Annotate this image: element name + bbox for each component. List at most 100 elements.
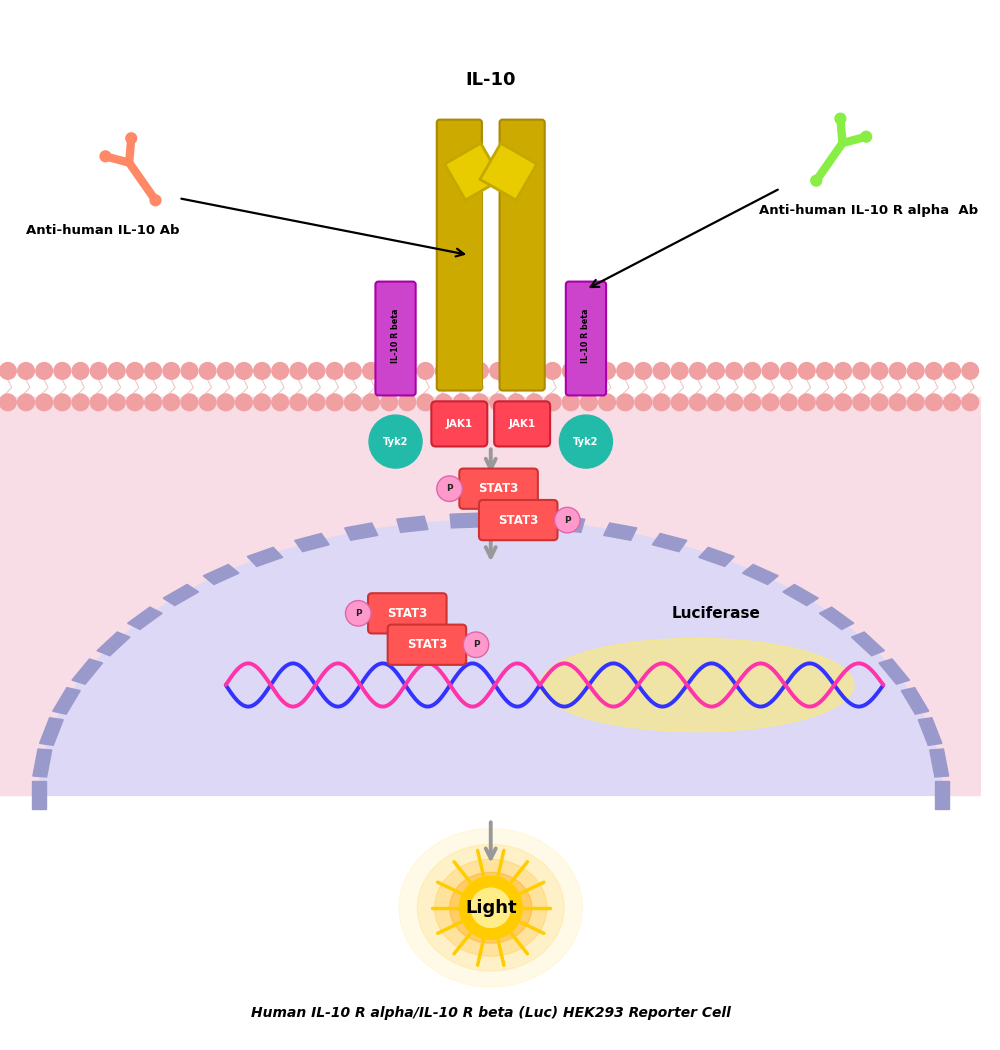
Polygon shape bbox=[32, 781, 46, 809]
Circle shape bbox=[345, 394, 361, 411]
Circle shape bbox=[127, 394, 143, 411]
Ellipse shape bbox=[540, 638, 854, 732]
Polygon shape bbox=[397, 517, 428, 532]
Circle shape bbox=[780, 394, 797, 411]
Circle shape bbox=[671, 362, 688, 379]
Circle shape bbox=[163, 362, 180, 379]
Circle shape bbox=[471, 888, 510, 927]
Circle shape bbox=[544, 362, 561, 379]
Circle shape bbox=[437, 476, 462, 502]
Circle shape bbox=[635, 394, 652, 411]
Circle shape bbox=[490, 362, 506, 379]
Circle shape bbox=[544, 394, 561, 411]
FancyBboxPatch shape bbox=[431, 401, 487, 446]
Text: P: P bbox=[564, 516, 571, 525]
Text: STAT3: STAT3 bbox=[407, 638, 447, 651]
Polygon shape bbox=[743, 565, 778, 585]
Circle shape bbox=[871, 362, 888, 379]
Text: Tyk2: Tyk2 bbox=[573, 437, 599, 446]
Circle shape bbox=[907, 362, 924, 379]
Circle shape bbox=[54, 394, 71, 411]
Circle shape bbox=[435, 394, 452, 411]
Circle shape bbox=[490, 394, 506, 411]
Polygon shape bbox=[450, 513, 479, 528]
Circle shape bbox=[581, 394, 597, 411]
Polygon shape bbox=[203, 565, 239, 585]
Circle shape bbox=[817, 394, 833, 411]
Circle shape bbox=[145, 362, 161, 379]
Circle shape bbox=[472, 394, 488, 411]
Text: P: P bbox=[355, 609, 362, 617]
Circle shape bbox=[508, 362, 525, 379]
Circle shape bbox=[689, 362, 706, 379]
Circle shape bbox=[199, 362, 216, 379]
Polygon shape bbox=[247, 547, 283, 566]
Polygon shape bbox=[554, 517, 585, 532]
Polygon shape bbox=[935, 781, 949, 809]
Circle shape bbox=[381, 394, 398, 411]
Circle shape bbox=[889, 362, 906, 379]
Text: Anti-human IL-10 Ab: Anti-human IL-10 Ab bbox=[26, 224, 180, 237]
Polygon shape bbox=[918, 718, 942, 746]
Circle shape bbox=[145, 394, 161, 411]
Text: IL-10: IL-10 bbox=[465, 71, 516, 89]
Circle shape bbox=[217, 394, 234, 411]
Circle shape bbox=[272, 394, 289, 411]
Polygon shape bbox=[345, 523, 378, 541]
Circle shape bbox=[417, 362, 434, 379]
Circle shape bbox=[54, 362, 71, 379]
Circle shape bbox=[72, 362, 89, 379]
Polygon shape bbox=[53, 688, 80, 714]
Circle shape bbox=[599, 362, 615, 379]
Circle shape bbox=[199, 394, 216, 411]
Circle shape bbox=[562, 362, 579, 379]
Circle shape bbox=[18, 394, 34, 411]
Circle shape bbox=[290, 394, 307, 411]
FancyBboxPatch shape bbox=[368, 593, 447, 633]
Circle shape bbox=[798, 394, 815, 411]
FancyBboxPatch shape bbox=[388, 625, 466, 665]
Circle shape bbox=[150, 195, 161, 206]
Circle shape bbox=[108, 362, 125, 379]
Circle shape bbox=[272, 362, 289, 379]
Circle shape bbox=[126, 133, 137, 144]
Circle shape bbox=[127, 362, 143, 379]
Circle shape bbox=[817, 362, 833, 379]
Circle shape bbox=[835, 394, 851, 411]
Text: IL-10 R alpha: IL-10 R alpha bbox=[518, 266, 527, 333]
Bar bbox=[440, 167, 481, 387]
Ellipse shape bbox=[399, 828, 583, 987]
Polygon shape bbox=[33, 749, 52, 777]
Polygon shape bbox=[503, 513, 531, 528]
Circle shape bbox=[889, 394, 906, 411]
Text: JAK1: JAK1 bbox=[446, 419, 473, 428]
Circle shape bbox=[100, 151, 111, 162]
Circle shape bbox=[798, 362, 815, 379]
Polygon shape bbox=[163, 585, 199, 606]
Circle shape bbox=[363, 394, 379, 411]
Circle shape bbox=[18, 362, 34, 379]
Circle shape bbox=[853, 362, 870, 379]
Circle shape bbox=[453, 362, 470, 379]
Circle shape bbox=[744, 394, 761, 411]
Polygon shape bbox=[783, 585, 818, 606]
Circle shape bbox=[744, 362, 761, 379]
Ellipse shape bbox=[450, 873, 532, 943]
Circle shape bbox=[236, 394, 252, 411]
Circle shape bbox=[290, 362, 307, 379]
Circle shape bbox=[811, 175, 822, 186]
Text: Light: Light bbox=[465, 899, 517, 917]
FancyBboxPatch shape bbox=[375, 281, 416, 396]
FancyBboxPatch shape bbox=[479, 500, 557, 540]
Polygon shape bbox=[128, 607, 162, 629]
Text: JAK1: JAK1 bbox=[509, 419, 536, 428]
FancyBboxPatch shape bbox=[494, 401, 550, 446]
Circle shape bbox=[635, 362, 652, 379]
Circle shape bbox=[559, 415, 612, 468]
Text: IL-10 R alpha: IL-10 R alpha bbox=[455, 266, 464, 333]
Circle shape bbox=[181, 394, 198, 411]
Circle shape bbox=[108, 394, 125, 411]
FancyBboxPatch shape bbox=[459, 468, 538, 509]
Circle shape bbox=[708, 362, 724, 379]
Circle shape bbox=[0, 394, 16, 411]
